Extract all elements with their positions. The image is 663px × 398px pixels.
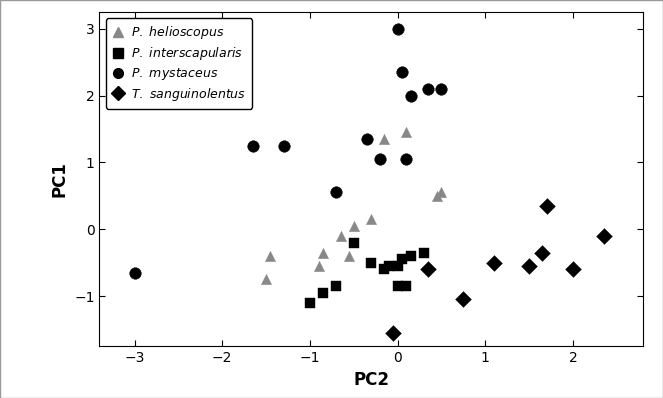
Point — [401, 156, 412, 162]
Point — [568, 266, 578, 273]
Point — [318, 290, 328, 296]
Point — [406, 253, 416, 259]
Point — [423, 86, 434, 92]
Point — [396, 69, 407, 75]
Point — [436, 86, 447, 92]
Point — [392, 283, 403, 289]
Point — [401, 129, 412, 135]
X-axis label: PC2: PC2 — [353, 371, 389, 389]
Point — [366, 216, 377, 222]
Point — [458, 296, 469, 302]
Point — [247, 142, 258, 149]
Point — [388, 330, 398, 336]
Y-axis label: PC1: PC1 — [50, 161, 68, 197]
Point — [423, 266, 434, 273]
Point — [392, 25, 403, 32]
Point — [366, 259, 377, 266]
Point — [335, 233, 346, 239]
Point — [598, 233, 609, 239]
Point — [331, 283, 341, 289]
Point — [406, 92, 416, 99]
Point — [304, 300, 315, 306]
Point — [278, 142, 289, 149]
Point — [401, 283, 412, 289]
Point — [432, 193, 442, 199]
Point — [318, 250, 328, 256]
Point — [129, 269, 140, 276]
Point — [379, 266, 390, 273]
Point — [265, 253, 276, 259]
Point — [349, 240, 359, 246]
Point — [524, 263, 534, 269]
Legend: $\it{P.}$ $\it{helioscopus}$, $\it{P.}$ $\it{interscapularis}$, $\it{P.}$ $\it{m: $\it{P.}$ $\it{helioscopus}$, $\it{P.}$ … — [105, 18, 252, 109]
Point — [314, 263, 324, 269]
Point — [379, 136, 390, 142]
Point — [418, 250, 429, 256]
Point — [392, 263, 403, 269]
Point — [349, 223, 359, 229]
Point — [331, 189, 341, 196]
Point — [344, 253, 355, 259]
Point — [436, 189, 447, 196]
Point — [261, 276, 271, 283]
Point — [396, 256, 407, 263]
Point — [361, 136, 372, 142]
Point — [489, 259, 499, 266]
Point — [537, 250, 548, 256]
Point — [383, 263, 394, 269]
Point — [542, 203, 552, 209]
Point — [375, 156, 385, 162]
